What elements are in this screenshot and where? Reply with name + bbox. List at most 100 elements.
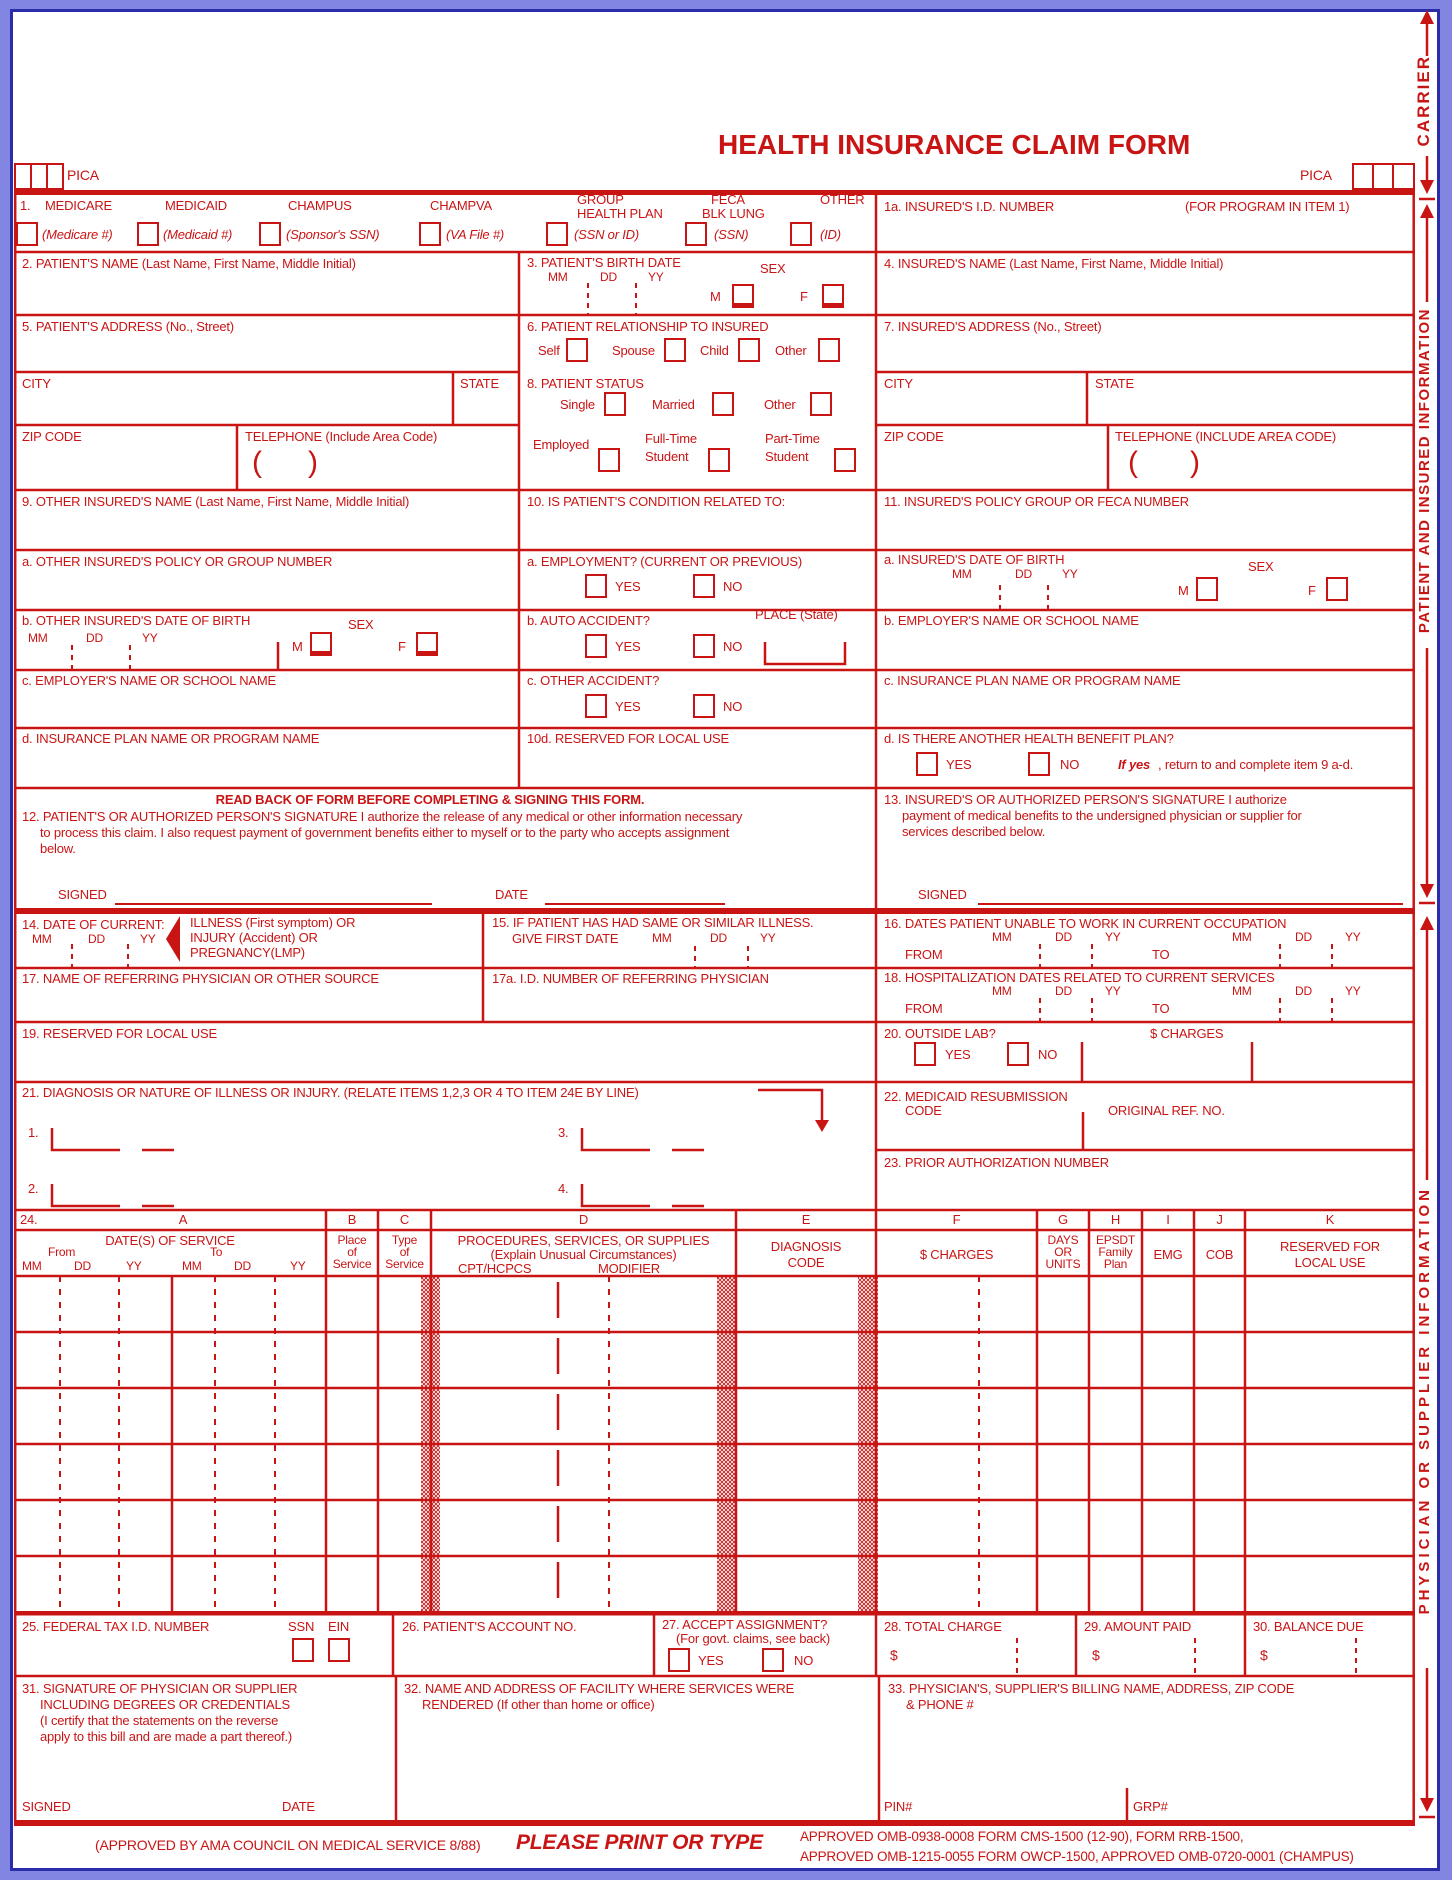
tel-right-paren-close: ) [1190, 446, 1200, 479]
pica-box-3[interactable] [46, 163, 64, 190]
diag2-number: 2. [28, 1181, 39, 1196]
box27-label-2: (For govt. claims, see back) [676, 1631, 831, 1646]
checkbox-medicaid[interactable] [137, 222, 159, 246]
box16-from-dd: DD [1055, 930, 1072, 944]
checkbox-feca[interactable] [685, 222, 707, 246]
checkbox-assignment-yes[interactable] [668, 1648, 690, 1672]
box14-yy: YY [140, 932, 156, 946]
box31-line3: (I certify that the statements on the re… [40, 1713, 279, 1728]
box10a-label: a. EMPLOYMENT? (CURRENT OR PREVIOUS) [527, 554, 802, 569]
checkbox-insured-sex-f[interactable] [1326, 577, 1348, 601]
pica-right-box-3[interactable] [1392, 163, 1415, 190]
checkbox-other-accident-yes[interactable] [585, 694, 607, 718]
box11d-ifyes-rest: , return to and complete item 9 a-d. [1158, 757, 1354, 772]
box10c-label: c. OTHER ACCIDENT? [527, 673, 660, 688]
box11d-no-label: NO [1060, 757, 1080, 772]
t24-b2: of [347, 1245, 357, 1259]
checkbox-group-health-plan[interactable] [546, 222, 568, 246]
box18-label: 18. HOSPITALIZATION DATES RELATED TO CUR… [884, 970, 1275, 985]
t24-h3: Plan [1103, 1257, 1128, 1271]
pica-left-label: PICA [67, 167, 99, 183]
pica-right-box-2[interactable] [1372, 163, 1394, 190]
checkbox-other-plan-yes[interactable] [916, 752, 938, 776]
checkbox-other-plan-no[interactable] [1028, 752, 1050, 776]
box9b-yy: YY [142, 631, 158, 645]
t24-d4: MODIFIER [598, 1261, 660, 1276]
checkbox-auto-accident-yes[interactable] [585, 634, 607, 658]
checkbox-status-parttime[interactable] [834, 448, 856, 472]
checkbox-outside-lab-no[interactable] [1007, 1042, 1029, 1066]
checkbox-ssn[interactable] [292, 1638, 314, 1662]
footer-print-note: PLEASE PRINT OR TYPE [516, 1831, 763, 1854]
box1-medicaid-sub: (Medicaid #) [163, 227, 233, 242]
t24-letter-e: E [801, 1212, 811, 1227]
box1a-label: 1a. INSURED'S I.D. NUMBER [884, 199, 1055, 214]
checkbox-status-married[interactable] [712, 392, 734, 416]
checkbox-employment-no[interactable] [693, 574, 715, 598]
box13-line3: services described below. [902, 824, 1046, 839]
box20-yes-label: YES [945, 1047, 971, 1062]
checkbox-insured-sex-m[interactable] [1196, 577, 1218, 601]
checkbox-status-single[interactable] [604, 392, 626, 416]
box1-other-label: OTHER [820, 192, 865, 207]
checkbox-patient-sex-m[interactable] [732, 284, 754, 308]
box13-line2: payment of medical benefits to the under… [902, 808, 1302, 823]
checkbox-status-employed[interactable] [598, 448, 620, 472]
checkbox-champva[interactable] [419, 222, 441, 246]
checkbox-other-insured-sex-m[interactable] [310, 632, 332, 656]
t24-e2: CODE [787, 1255, 825, 1270]
checkbox-status-other[interactable] [810, 392, 832, 416]
box8-parttime-label-2: Student [765, 449, 809, 464]
checkbox-other[interactable] [790, 222, 812, 246]
tel-right-paren-open: ( [1128, 446, 1138, 479]
checkbox-status-fulltime[interactable] [708, 448, 730, 472]
t24-d2: (Explain Unusual Circumstances) [490, 1247, 677, 1262]
tel-left-label: TELEPHONE (Include Area Code) [245, 429, 438, 444]
box18-to-yy: YY [1345, 984, 1361, 998]
checkbox-employment-yes[interactable] [585, 574, 607, 598]
pica-right-box-1[interactable] [1352, 163, 1374, 190]
box10b-yes-label: YES [615, 639, 641, 654]
box18-to-label: TO [1152, 1001, 1170, 1016]
checkbox-rel-other[interactable] [818, 338, 840, 362]
box27-no-label: NO [794, 1653, 814, 1668]
checkbox-assignment-no[interactable] [762, 1648, 784, 1672]
box25-label: 25. FEDERAL TAX I.D. NUMBER [22, 1619, 210, 1634]
box28-label: 28. TOTAL CHARGE [884, 1619, 1002, 1634]
box10b-no-label: NO [723, 639, 743, 654]
t24-k2: LOCAL USE [1294, 1255, 1366, 1270]
box12-line1: 12. PATIENT'S OR AUTHORIZED PERSON'S SIG… [22, 809, 743, 824]
city-left-label: CITY [22, 376, 51, 391]
checkbox-patient-sex-f[interactable] [822, 284, 844, 308]
checkbox-rel-self[interactable] [566, 338, 588, 362]
checkbox-other-insured-sex-f[interactable] [416, 632, 438, 656]
box10b-label: b. AUTO ACCIDENT? [527, 613, 650, 628]
t24-letter-f: F [952, 1212, 961, 1227]
t24-d1: PROCEDURES, SERVICES, OR SUPPLIES [457, 1233, 710, 1248]
box13-line1: 13. INSURED'S OR AUTHORIZED PERSON'S SIG… [884, 792, 1287, 807]
box20-no-label: NO [1038, 1047, 1058, 1062]
checkbox-medicare[interactable] [16, 222, 38, 246]
checkbox-rel-child[interactable] [738, 338, 760, 362]
box11d-yes-label: YES [946, 757, 972, 772]
checkbox-other-accident-no[interactable] [693, 694, 715, 718]
t24-dd2: DD [234, 1259, 251, 1273]
box33-line1: 33. PHYSICIAN'S, SUPPLIER'S BILLING NAME… [888, 1681, 1295, 1696]
box6-child-label: Child [700, 343, 729, 358]
checkbox-rel-spouse[interactable] [664, 338, 686, 362]
box14-dd: DD [88, 932, 105, 946]
checkbox-ein[interactable] [328, 1638, 350, 1662]
t24-dd1: DD [74, 1259, 91, 1273]
t24-letter-b: B [347, 1212, 357, 1227]
checkbox-champus[interactable] [259, 222, 281, 246]
box14-label: 14. DATE OF CURRENT: [22, 917, 165, 932]
city-right-label: CITY [884, 376, 913, 391]
box32-line1: 32. NAME AND ADDRESS OF FACILITY WHERE S… [404, 1681, 795, 1696]
box14-illness-3: PREGNANCY(LMP) [190, 945, 305, 960]
margin-carrier-label: CARRIER [1414, 55, 1433, 147]
checkbox-outside-lab-yes[interactable] [914, 1042, 936, 1066]
t24-h2: Family [1098, 1245, 1133, 1259]
t24-from-label: From [48, 1245, 76, 1259]
checkbox-auto-accident-no[interactable] [693, 634, 715, 658]
